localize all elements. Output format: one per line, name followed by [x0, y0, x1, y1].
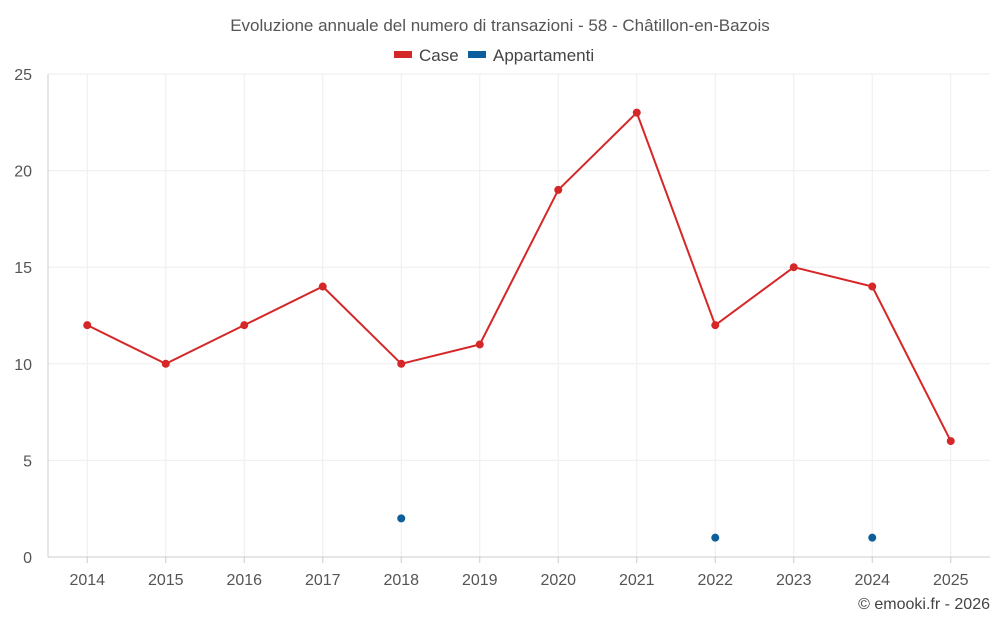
credit-text: © emooki.fr - 2026 [858, 596, 990, 613]
x-tick-label-2021: 2021 [619, 572, 655, 589]
point-case-2015[interactable] [161, 359, 170, 368]
y-tick-label-10: 10 [14, 357, 32, 374]
series-line-case [86, 110, 952, 442]
point-case-2021[interactable] [632, 108, 641, 117]
point-appartamenti-2022[interactable] [711, 533, 720, 542]
point-case-2017[interactable] [318, 282, 327, 291]
x-tick-label-2019: 2019 [462, 572, 498, 589]
y-tick-label-0: 0 [23, 550, 32, 567]
point-case-2014[interactable] [83, 321, 92, 330]
legend-swatch-case [394, 51, 412, 58]
x-tick-label-2024: 2024 [854, 572, 890, 589]
y-tick-label-5: 5 [23, 453, 32, 470]
grid [48, 73, 990, 557]
point-case-2023[interactable] [789, 263, 798, 272]
x-tick-label-2014: 2014 [69, 572, 105, 589]
legend-label-case[interactable]: Case [419, 46, 459, 65]
point-appartamenti-2024[interactable] [868, 533, 877, 542]
legend-label-appartamenti[interactable]: Appartamenti [493, 46, 594, 65]
point-case-2019[interactable] [475, 340, 484, 349]
x-tick-label-2018: 2018 [383, 572, 419, 589]
legend-swatch-appartamenti [468, 51, 486, 58]
y-tick-label-15: 15 [14, 260, 32, 277]
point-case-2025[interactable] [946, 437, 955, 446]
point-case-2020[interactable] [554, 185, 563, 194]
point-case-2022[interactable] [711, 321, 720, 330]
point-case-2018[interactable] [397, 359, 406, 368]
point-case-2024[interactable] [868, 282, 877, 291]
point-appartamenti-2018[interactable] [397, 514, 406, 523]
x-tick-label-2025: 2025 [933, 572, 969, 589]
x-tick-label-2023: 2023 [776, 572, 812, 589]
point-case-2016[interactable] [240, 321, 249, 330]
x-tick-label-2015: 2015 [148, 572, 184, 589]
x-tick-label-2022: 2022 [697, 572, 733, 589]
x-tick-label-2017: 2017 [305, 572, 341, 589]
series [83, 108, 955, 542]
y-tick-label-25: 25 [14, 67, 32, 84]
chart-title: Evoluzione annuale del numero di transaz… [230, 16, 770, 35]
x-tick-label-2020: 2020 [540, 572, 576, 589]
x-tick-label-2016: 2016 [226, 572, 262, 589]
legend: Case Appartamenti [394, 46, 594, 65]
y-tick-label-20: 20 [14, 164, 32, 181]
